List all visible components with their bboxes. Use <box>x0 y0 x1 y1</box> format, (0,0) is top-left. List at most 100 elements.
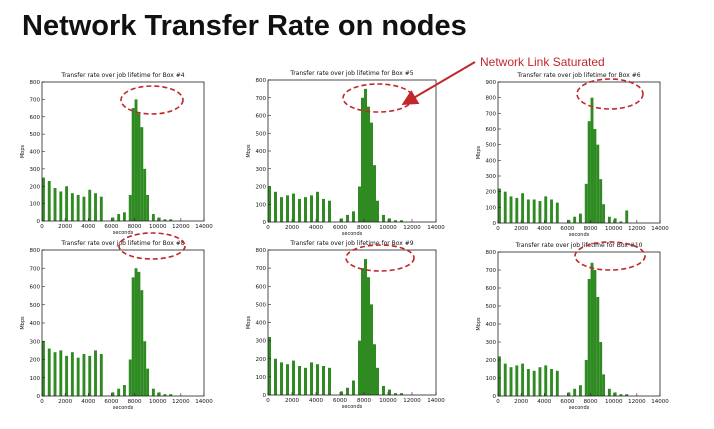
data-bar <box>76 357 80 396</box>
y-tick-label: 600 <box>256 114 267 120</box>
data-bar <box>596 297 600 396</box>
x-tick-label: 14000 <box>427 398 445 404</box>
data-bar <box>526 369 530 396</box>
data-bar <box>619 221 623 223</box>
x-axis-label: seconds <box>342 404 363 410</box>
y-tick-label: 400 <box>486 158 497 164</box>
y-tick-label: 100 <box>256 375 267 381</box>
data-bar <box>70 193 74 221</box>
data-bar <box>602 374 606 396</box>
y-tick-label: 200 <box>486 358 497 364</box>
x-tick-label: 10000 <box>379 398 397 404</box>
data-bar <box>274 191 277 222</box>
x-tick-label: 4000 <box>309 398 323 404</box>
chart-panel: Transfer rate over job lifetime for Box … <box>476 242 669 411</box>
y-axis-label: Mbps <box>476 317 482 331</box>
data-bar <box>373 344 376 395</box>
y-tick-label: 400 <box>486 322 497 328</box>
data-bar <box>143 168 147 221</box>
x-tick-label: 12000 <box>628 226 646 232</box>
data-bar <box>65 186 69 221</box>
data-bar <box>367 277 370 395</box>
x-tick-label: 2000 <box>514 399 528 405</box>
data-bar <box>370 122 373 222</box>
x-tick-label: 6000 <box>560 399 574 405</box>
data-bar <box>328 200 331 222</box>
data-bar <box>47 181 51 221</box>
data-bar <box>498 188 501 223</box>
data-bar <box>134 268 138 396</box>
data-bar <box>304 367 307 395</box>
data-bar <box>579 385 582 396</box>
data-bar <box>550 369 553 396</box>
data-bar <box>298 366 301 395</box>
y-tick-label: 200 <box>256 185 267 191</box>
data-bar <box>376 200 379 222</box>
data-bar <box>274 358 277 395</box>
data-bar <box>286 364 289 395</box>
data-bar <box>88 355 92 396</box>
x-tick-label: 14000 <box>195 399 213 405</box>
x-tick-label: 2000 <box>285 398 299 404</box>
y-tick-label: 500 <box>30 132 41 138</box>
data-bar <box>140 290 144 396</box>
x-tick-label: 0 <box>40 224 44 230</box>
data-bar <box>53 187 57 221</box>
y-tick-label: 0 <box>37 219 41 225</box>
x-tick-label: 14000 <box>651 399 669 405</box>
data-bar <box>322 198 325 222</box>
data-bar <box>394 220 397 222</box>
data-bar <box>382 214 385 222</box>
data-bar <box>400 220 403 222</box>
data-bar <box>352 211 355 222</box>
data-bar <box>596 144 600 223</box>
data-bar <box>157 217 161 221</box>
x-tick-label: 10000 <box>149 399 167 405</box>
data-bar <box>544 365 548 396</box>
chart-title: Transfer rate over job lifetime for Box … <box>60 72 184 79</box>
x-tick-label: 6000 <box>560 226 574 232</box>
data-bar <box>304 197 307 222</box>
y-tick-label: 800 <box>486 250 497 256</box>
data-bar <box>587 121 591 223</box>
data-bar <box>151 214 155 221</box>
x-axis-label: seconds <box>113 230 134 236</box>
data-bar <box>346 387 349 395</box>
data-bar <box>599 342 603 396</box>
y-tick-label: 600 <box>486 286 497 292</box>
data-bar <box>625 394 629 396</box>
data-bar <box>509 196 513 223</box>
y-axis-label: Mbps <box>246 315 252 329</box>
y-tick-label: 100 <box>256 202 267 208</box>
y-tick-label: 100 <box>30 376 41 382</box>
y-tick-label: 700 <box>486 268 497 274</box>
x-tick-label: 4000 <box>537 399 551 405</box>
data-bar <box>498 356 501 396</box>
data-bar <box>70 352 74 396</box>
callout-label: Network Link Saturated <box>480 55 605 69</box>
chart-title: Transfer rate over job lifetime for Box … <box>516 72 640 79</box>
y-tick-label: 800 <box>256 248 267 254</box>
y-tick-label: 500 <box>256 302 267 308</box>
y-tick-label: 400 <box>30 321 41 327</box>
y-tick-label: 100 <box>30 202 41 208</box>
data-bar <box>310 195 313 222</box>
data-bar <box>146 194 150 221</box>
data-bar <box>143 341 147 396</box>
data-bar <box>151 388 155 396</box>
data-bar <box>310 362 313 395</box>
y-tick-label: 0 <box>493 221 497 227</box>
chart-panel: Transfer rate over job lifetime for Box … <box>20 240 213 411</box>
y-tick-label: 300 <box>30 167 41 173</box>
data-bar <box>388 389 391 395</box>
x-tick-label: 14000 <box>195 224 213 230</box>
y-tick-label: 500 <box>30 303 41 309</box>
data-bar <box>515 365 519 396</box>
data-bar <box>59 191 63 221</box>
data-bar <box>521 193 525 223</box>
data-bar <box>619 394 623 396</box>
chart-title: Transfer rate over job lifetime for Box … <box>60 240 184 247</box>
data-bar <box>573 388 577 396</box>
data-bar <box>584 360 588 396</box>
x-tick-label: 10000 <box>379 225 397 231</box>
